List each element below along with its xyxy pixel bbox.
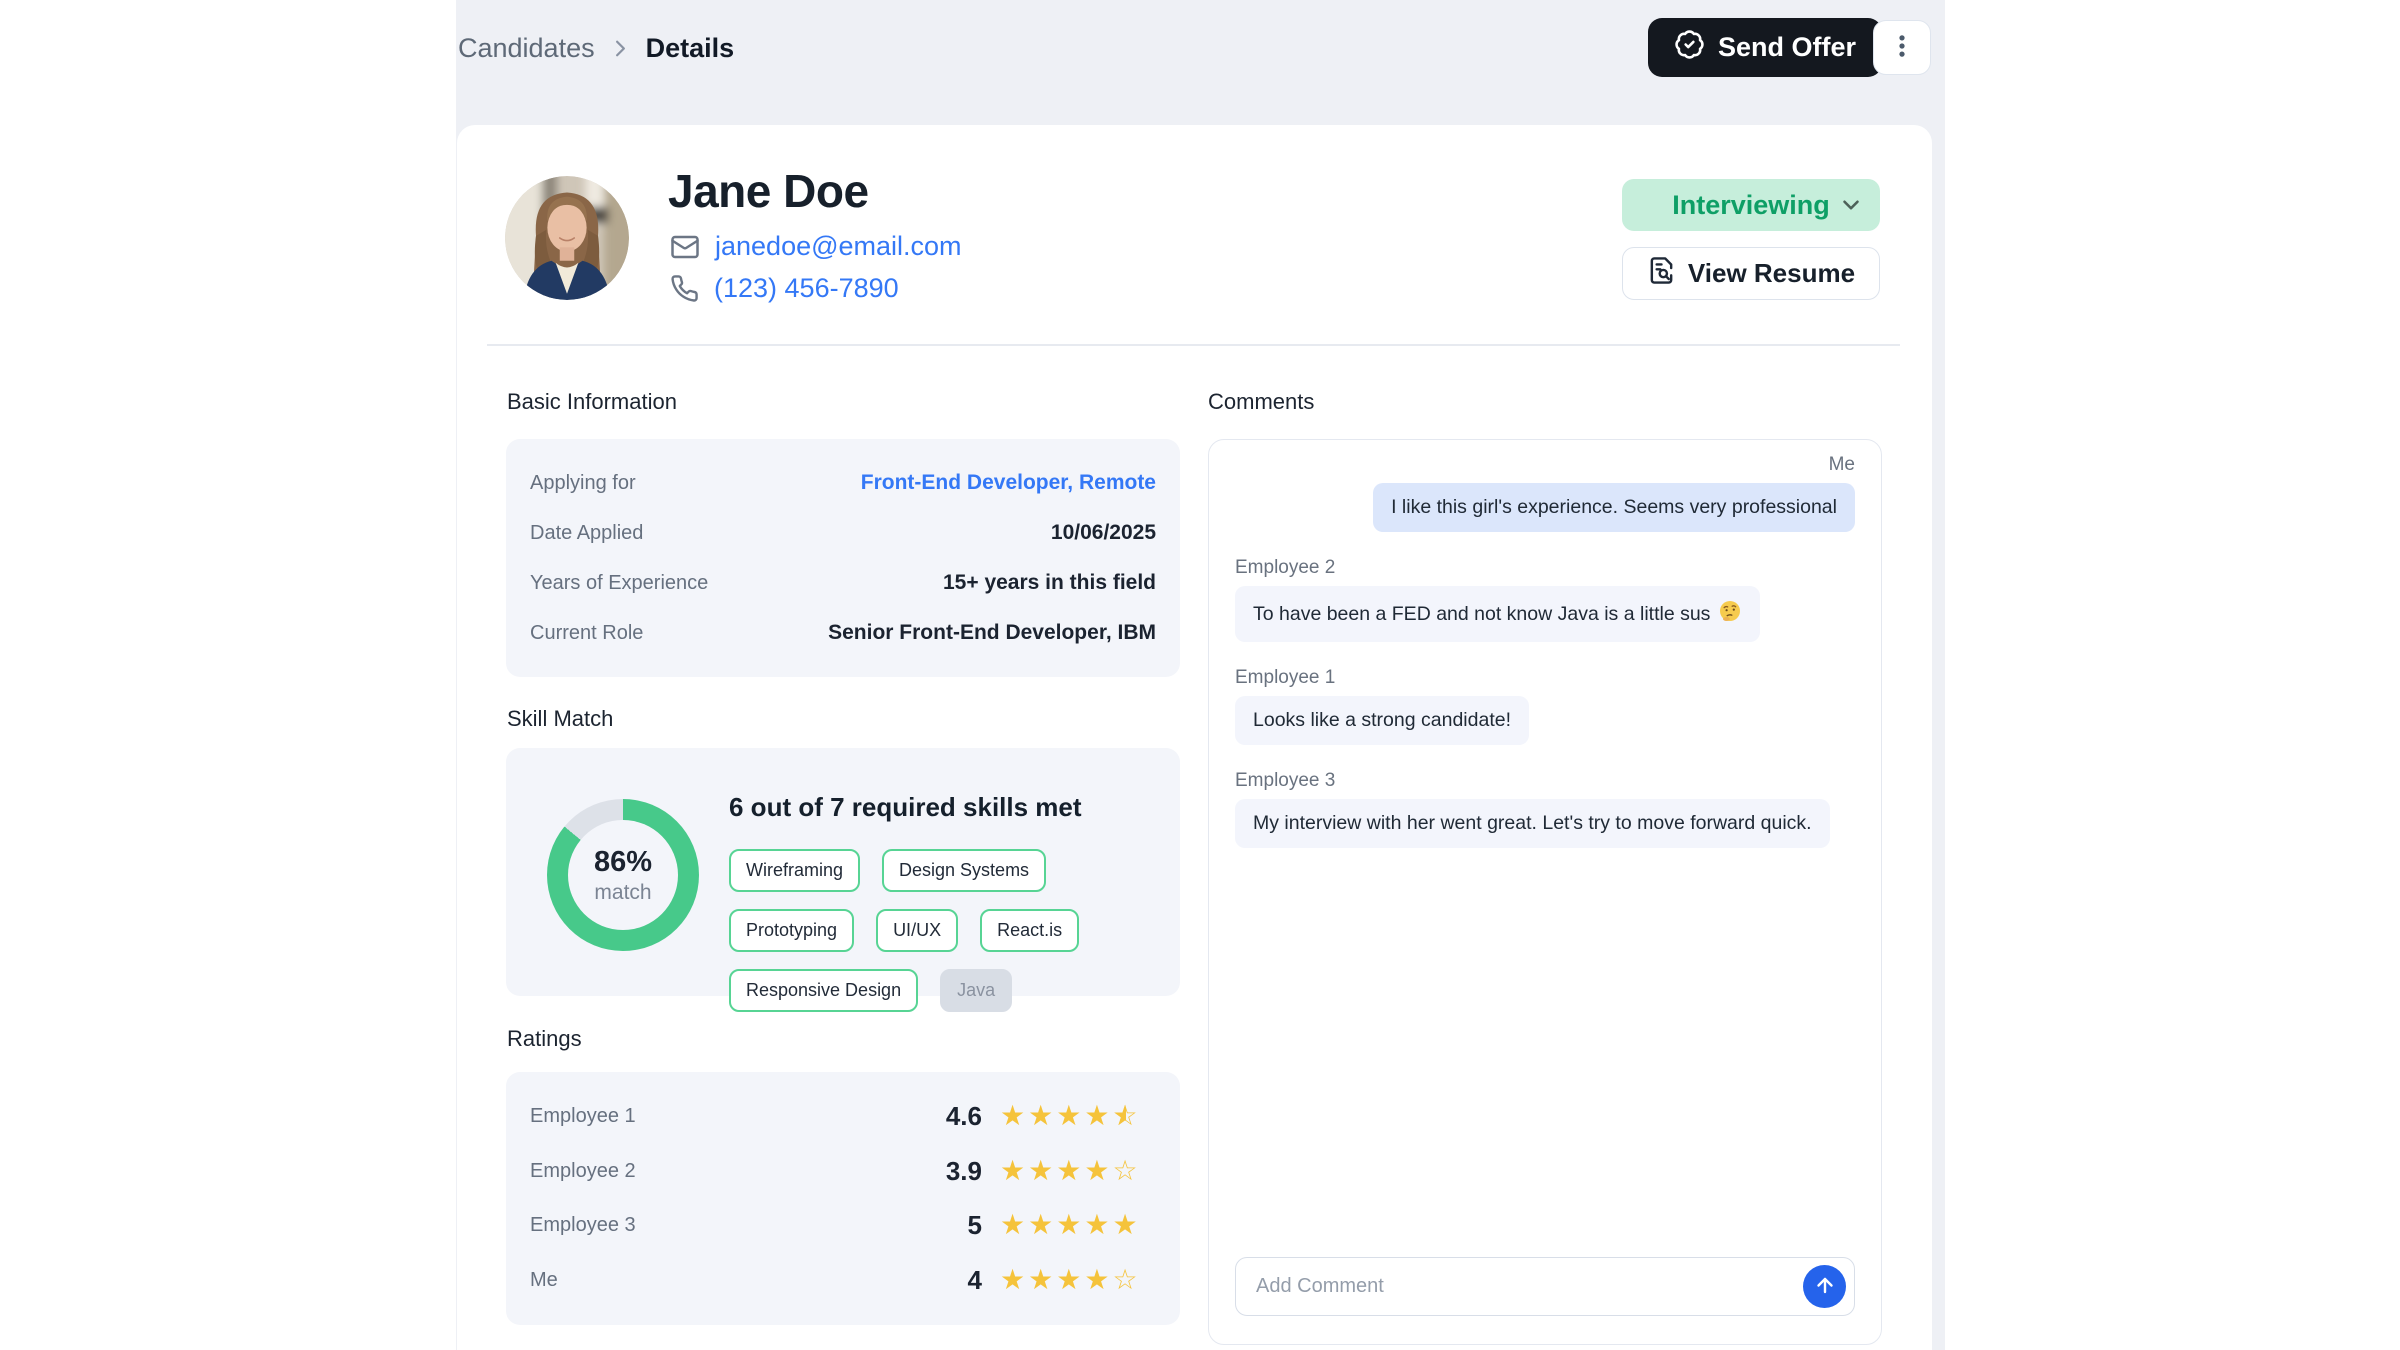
- info-value: Senior Front-End Developer, IBM: [828, 621, 1156, 644]
- info-label: Years of Experience: [530, 571, 709, 594]
- skill-chip: Design Systems: [882, 849, 1047, 892]
- rating-author: Employee 2: [530, 1159, 636, 1182]
- comment-message-employee-1: Employee 1 Looks like a strong candidate…: [1235, 667, 1855, 745]
- comments-title: Comments: [1208, 389, 1315, 414]
- send-offer-label: Send Offer: [1718, 32, 1857, 62]
- skill-match-card: 86% match 6 out of 7 required skills met…: [506, 748, 1180, 1012]
- add-comment-input[interactable]: [1235, 1257, 1855, 1316]
- rating-value: 4: [967, 1264, 982, 1295]
- comment-bubble: Looks like a strong candidate!: [1235, 696, 1529, 745]
- rating-value: 5: [967, 1210, 982, 1241]
- info-label: Applying for: [530, 471, 636, 494]
- view-resume-label: View Resume: [1687, 258, 1856, 288]
- ratings-title: Ratings: [507, 1026, 582, 1051]
- status-label: Interviewing: [1672, 189, 1830, 220]
- rating-row: Me 4 ★ ★ ★ ★ ☆: [530, 1262, 1156, 1296]
- chevron-right-icon: [607, 35, 634, 62]
- skill-chip: Prototyping: [729, 909, 855, 952]
- rating-row: Employee 2 3.9 ★ ★ ★ ★ ☆: [530, 1153, 1156, 1187]
- info-value: 10/06/2025: [1050, 521, 1156, 544]
- info-value: 15+ years in this field: [942, 571, 1156, 594]
- skill-match-percent: 86% match: [547, 799, 699, 951]
- comment-author: Employee 1: [1235, 667, 1336, 688]
- comment-author: Employee 3: [1235, 770, 1336, 791]
- status-dropdown[interactable]: Interviewing: [1622, 179, 1880, 231]
- rating-value: 3.9: [945, 1155, 982, 1186]
- skill-chip: UI/UX: [876, 909, 959, 952]
- badge-check-icon: [1674, 29, 1705, 67]
- skill-chip: Responsive Design: [729, 969, 919, 1012]
- info-row-date-applied: Date Applied 10/06/2025: [530, 521, 1156, 545]
- basic-information-title: Basic Information: [507, 389, 677, 414]
- rating-row: Employee 1 4.6 ★ ★ ★ ★ ☆ ★: [530, 1101, 1156, 1132]
- candidate-email-link[interactable]: janedoe@email.com: [715, 231, 962, 261]
- comment-author: Employee 2: [1235, 557, 1336, 578]
- star-rating: ★ ★ ★ ★ ☆ ★: [1000, 1099, 1138, 1133]
- info-row-experience: Years of Experience 15+ years in this fi…: [530, 571, 1156, 595]
- comment-message-employee-3: Employee 3 My interview with her went gr…: [1235, 770, 1855, 848]
- basic-information-card: Applying for Front-End Developer, Remote…: [506, 439, 1180, 677]
- skills-met-summary: 6 out of 7 required skills met: [729, 792, 1082, 822]
- rating-author: Me: [530, 1268, 558, 1291]
- comment-bubble: To have been a FED and not know Java is …: [1235, 586, 1761, 642]
- more-options-button[interactable]: [1873, 20, 1931, 75]
- comment-message-me: Me I like this girl's experience. Seems …: [1235, 454, 1855, 532]
- candidate-email-row: janedoe@email.com: [670, 231, 962, 262]
- star-rating: ★ ★ ★ ★ ☆: [1000, 1262, 1138, 1296]
- candidate-avatar: [505, 176, 629, 300]
- breadcrumb-details: Details: [645, 33, 735, 63]
- candidate-phone-link[interactable]: (123) 456-7890: [714, 273, 899, 303]
- send-comment-button[interactable]: [1803, 1265, 1846, 1308]
- phone-icon: [670, 274, 699, 303]
- candidate-phone-row: (123) 456-7890: [670, 273, 899, 304]
- match-percent-word: match: [594, 880, 652, 904]
- candidate-name: Jane Doe: [668, 165, 869, 217]
- comment-bubble: I like this girl's experience. Seems ver…: [1373, 483, 1855, 532]
- comment-message-employee-2: Employee 2 To have been a FED and not kn…: [1235, 557, 1855, 642]
- skill-chip-unmatched: Java: [940, 969, 1013, 1012]
- skill-chips: Wireframing Design Systems Prototyping U…: [729, 849, 1165, 1012]
- rating-author: Employee 1: [530, 1105, 636, 1128]
- comments-panel: Me I like this girl's experience. Seems …: [1208, 439, 1882, 1345]
- comment-bubble: My interview with her went great. Let's …: [1235, 799, 1830, 848]
- send-offer-button[interactable]: Send Offer: [1648, 18, 1883, 77]
- ratings-card: Employee 1 4.6 ★ ★ ★ ★ ☆ ★ Employee 2 3.9 ★ ★ ★…: [506, 1072, 1180, 1325]
- arrow-up-icon: [1813, 1273, 1837, 1300]
- chevron-down-icon: [1838, 192, 1864, 225]
- info-label: Current Role: [530, 621, 644, 644]
- info-row-applying-for: Applying for Front-End Developer, Remote: [530, 471, 1156, 495]
- skill-match-title: Skill Match: [507, 706, 614, 731]
- rating-value: 4.6: [945, 1101, 982, 1132]
- divider: [487, 344, 1900, 346]
- mail-icon: [670, 232, 700, 262]
- thinking-emoji: [1718, 599, 1742, 629]
- skill-chip: Wireframing: [729, 849, 861, 892]
- skill-chip: React.is: [980, 909, 1080, 952]
- breadcrumb: Candidates Details: [458, 33, 734, 64]
- kebab-menu-icon: [1887, 31, 1917, 64]
- match-percent-value: 86%: [593, 845, 653, 878]
- view-resume-button[interactable]: View Resume: [1622, 247, 1880, 300]
- breadcrumb-candidates-link[interactable]: Candidates: [458, 33, 595, 63]
- star-rating: ★ ★ ★ ★ ★: [1000, 1208, 1138, 1242]
- skill-match-donut: [547, 799, 699, 951]
- star-rating: ★ ★ ★ ★ ☆: [1000, 1153, 1138, 1187]
- rating-row: Employee 3 5 ★ ★ ★ ★ ★: [530, 1208, 1156, 1242]
- info-row-current-role: Current Role Senior Front-End Developer,…: [530, 621, 1156, 645]
- comment-author: Me: [1828, 454, 1855, 475]
- file-search-icon: [1647, 256, 1676, 292]
- rating-author: Employee 3: [530, 1214, 636, 1237]
- info-label: Date Applied: [530, 521, 644, 544]
- applying-for-link[interactable]: Front-End Developer, Remote: [860, 471, 1156, 494]
